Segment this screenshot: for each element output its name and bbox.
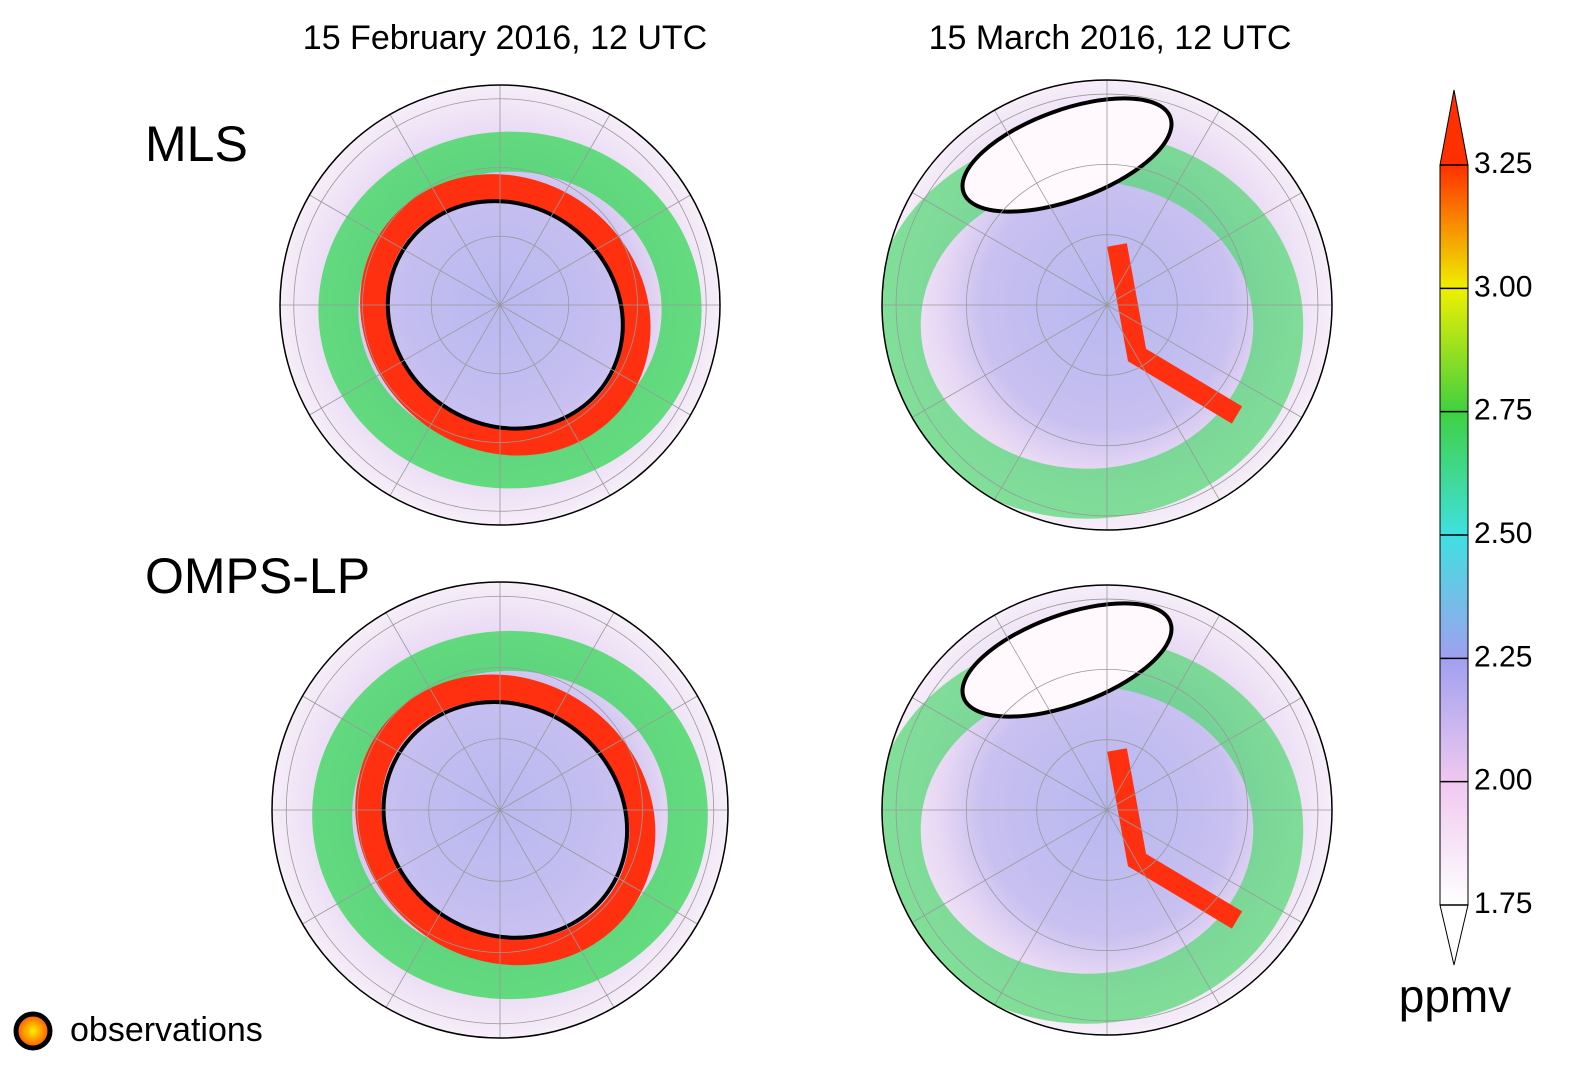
column-title: 15 March 2016, 12 UTC: [929, 19, 1292, 57]
map-outline: [881, 584, 1333, 1036]
band: [355, 674, 656, 966]
anticyclone: [960, 96, 1174, 214]
row-label: MLS: [145, 116, 248, 172]
map-panel: [882, 80, 1332, 530]
colorbar-tick-label: 3.25: [1474, 147, 1532, 180]
colorbar-unit: ppmv: [1399, 970, 1511, 1022]
colorbar-arrow-bottom: [1439, 904, 1469, 966]
band: [318, 131, 702, 489]
colorbar-tick-label: 2.00: [1474, 764, 1532, 797]
graticule: [911, 697, 1303, 923]
map-panel: [272, 582, 728, 1038]
vortex-edge: [381, 699, 630, 940]
colorbar: 1.75 2.00 2.25 2.50 2.75 3.00 3.25: [1439, 89, 1532, 966]
maps: [271, 79, 1333, 1039]
row-label: OMPS-LP: [145, 548, 370, 604]
anticyclone: [960, 601, 1174, 719]
colorbar-tick-label: 2.50: [1474, 517, 1532, 550]
graticule: [911, 192, 1303, 418]
band: [360, 174, 651, 456]
legend-marker: [13, 1011, 53, 1051]
band: [1107, 748, 1243, 929]
map-panel: [882, 585, 1332, 1035]
map-panel: [280, 85, 720, 525]
colorbar-tick-label: 2.25: [1474, 640, 1532, 673]
band: [312, 630, 708, 1000]
map-outline: [271, 581, 729, 1039]
graticule: [309, 194, 691, 416]
legend-label: observations: [70, 1011, 263, 1049]
map-outline: [279, 84, 721, 526]
colorbar-tick-label: 2.75: [1474, 394, 1532, 427]
colorbar-tick-label: 3.00: [1474, 270, 1532, 303]
map-outline: [881, 79, 1333, 531]
graticule: [302, 695, 698, 925]
band: [1107, 243, 1243, 424]
column-title: 15 February 2016, 12 UTC: [303, 19, 707, 57]
colorbar-tick-label: 1.75: [1474, 887, 1532, 920]
colorbar-arrow-top: [1439, 89, 1469, 166]
